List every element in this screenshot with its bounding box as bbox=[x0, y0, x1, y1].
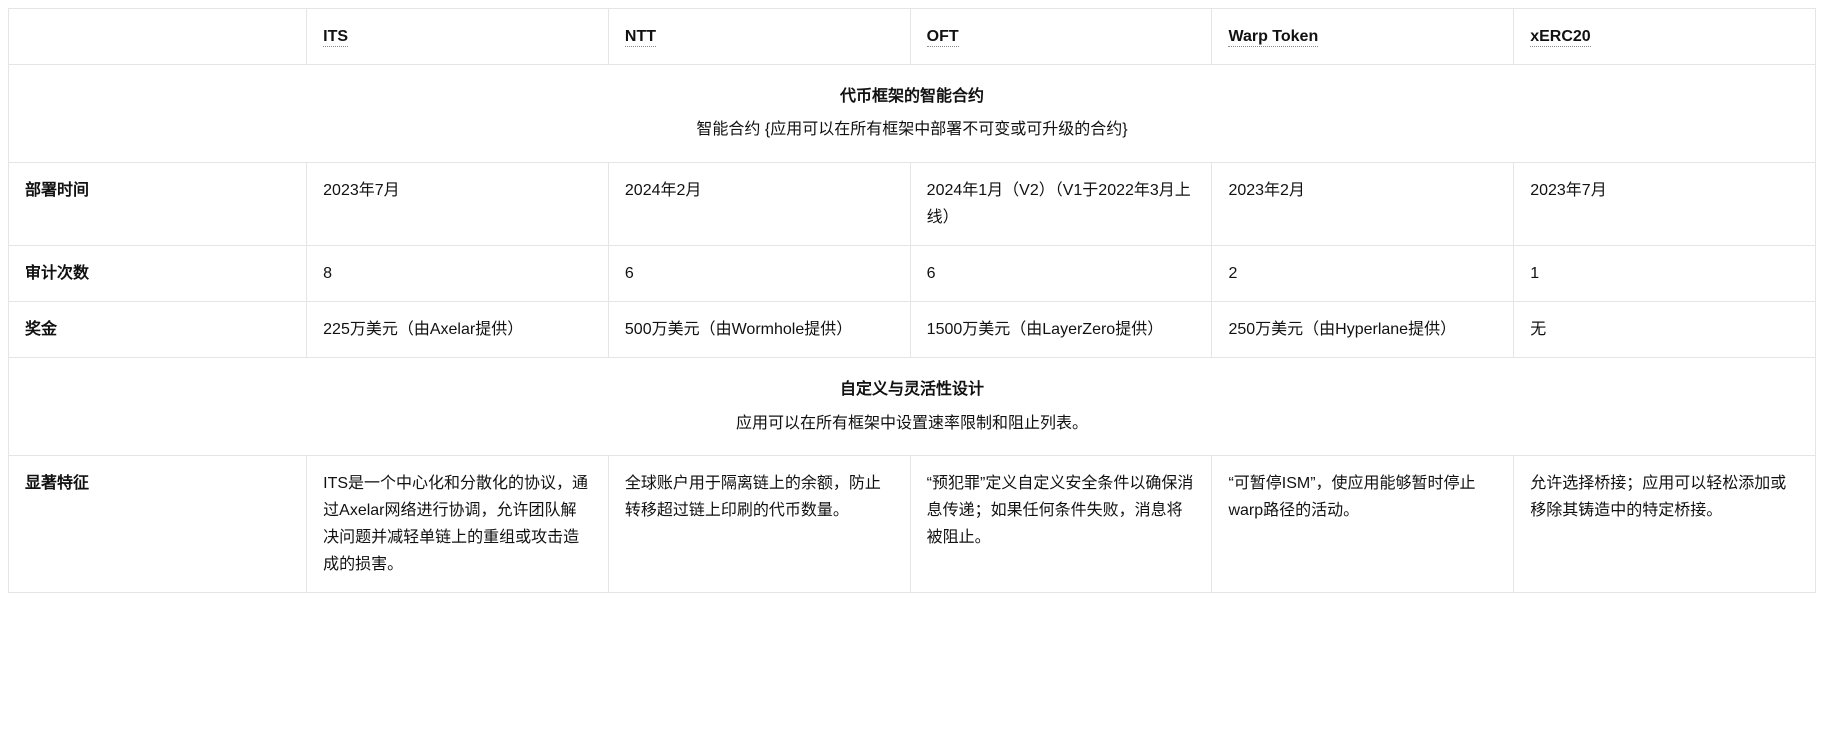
section-cell: 自定义与灵活性设计 应用可以在所有框架中设置速率限制和阻止列表。 bbox=[9, 358, 1816, 455]
header-ntt: NTT bbox=[608, 9, 910, 65]
cell: 2023年7月 bbox=[307, 162, 609, 245]
cell: 250万美元（由Hyperlane提供） bbox=[1212, 302, 1514, 358]
cell: “可暂停ISM”，使应用能够暂时停止warp路径的活动。 bbox=[1212, 455, 1514, 593]
cell: 8 bbox=[307, 245, 609, 301]
header-warp-token: Warp Token bbox=[1212, 9, 1514, 65]
cell: 2024年2月 bbox=[608, 162, 910, 245]
header-oft: OFT bbox=[910, 9, 1212, 65]
cell: 2023年7月 bbox=[1514, 162, 1816, 245]
header-label: xERC20 bbox=[1530, 28, 1590, 47]
table-row: 显著特征 ITS是一个中心化和分散化的协议，通过Axelar网络进行协调，允许团… bbox=[9, 455, 1816, 593]
cell: 225万美元（由Axelar提供） bbox=[307, 302, 609, 358]
section-title: 自定义与灵活性设计 bbox=[25, 376, 1799, 403]
row-label: 奖金 bbox=[9, 302, 307, 358]
cell: 1 bbox=[1514, 245, 1816, 301]
cell: 2 bbox=[1212, 245, 1514, 301]
cell: ITS是一个中心化和分散化的协议，通过Axelar网络进行协调，允许团队解决问题… bbox=[307, 455, 609, 593]
row-label: 显著特征 bbox=[9, 455, 307, 593]
comparison-table: ITS NTT OFT Warp Token xERC20 代币框架的智能合约 … bbox=[8, 8, 1816, 593]
section-sub: 智能合约 {应用可以在所有框架中部署不可变或可升级的合约} bbox=[696, 121, 1127, 138]
header-label: OFT bbox=[927, 28, 959, 47]
section-cell: 代币框架的智能合约 智能合约 {应用可以在所有框架中部署不可变或可升级的合约} bbox=[9, 65, 1816, 162]
row-label: 部署时间 bbox=[9, 162, 307, 245]
header-label: NTT bbox=[625, 28, 656, 47]
cell: 2023年2月 bbox=[1212, 162, 1514, 245]
header-empty bbox=[9, 9, 307, 65]
cell: 全球账户用于隔离链上的余额，防止转移超过链上印刷的代币数量。 bbox=[608, 455, 910, 593]
header-xerc20: xERC20 bbox=[1514, 9, 1816, 65]
header-label: ITS bbox=[323, 28, 348, 47]
section-row-1: 代币框架的智能合约 智能合约 {应用可以在所有框架中部署不可变或可升级的合约} bbox=[9, 65, 1816, 162]
cell: 2024年1月（V2）（V1于2022年3月上线） bbox=[910, 162, 1212, 245]
cell: 6 bbox=[910, 245, 1212, 301]
section-row-2: 自定义与灵活性设计 应用可以在所有框架中设置速率限制和阻止列表。 bbox=[9, 358, 1816, 455]
cell: 500万美元（由Wormhole提供） bbox=[608, 302, 910, 358]
section-title: 代币框架的智能合约 bbox=[25, 83, 1799, 110]
cell: “预犯罪”定义自定义安全条件以确保消息传递；如果任何条件失败，消息将被阻止。 bbox=[910, 455, 1212, 593]
section-sub: 应用可以在所有框架中设置速率限制和阻止列表。 bbox=[736, 415, 1088, 432]
row-label: 审计次数 bbox=[9, 245, 307, 301]
cell: 允许选择桥接；应用可以轻松添加或移除其铸造中的特定桥接。 bbox=[1514, 455, 1816, 593]
table-header-row: ITS NTT OFT Warp Token xERC20 bbox=[9, 9, 1816, 65]
header-label: Warp Token bbox=[1228, 28, 1318, 47]
cell: 无 bbox=[1514, 302, 1816, 358]
cell: 1500万美元（由LayerZero提供） bbox=[910, 302, 1212, 358]
cell: 6 bbox=[608, 245, 910, 301]
table-row: 审计次数 8 6 6 2 1 bbox=[9, 245, 1816, 301]
table-row: 奖金 225万美元（由Axelar提供） 500万美元（由Wormhole提供）… bbox=[9, 302, 1816, 358]
table-row: 部署时间 2023年7月 2024年2月 2024年1月（V2）（V1于2022… bbox=[9, 162, 1816, 245]
header-its: ITS bbox=[307, 9, 609, 65]
